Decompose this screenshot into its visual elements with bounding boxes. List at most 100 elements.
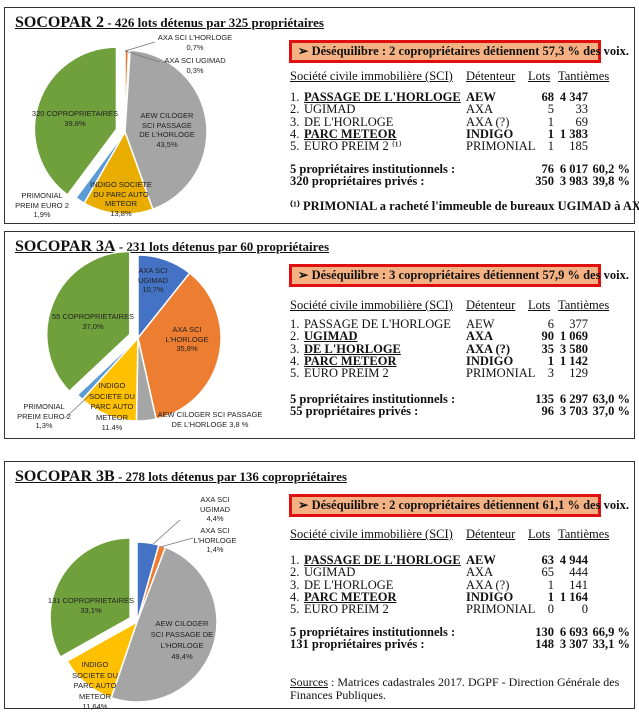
sci-name: DE L'HORLOGE bbox=[304, 577, 394, 592]
row-number: 5. bbox=[290, 139, 300, 154]
slice-label: INDIGO SOCIETE DU PARC AUTO METEOR 11,64% bbox=[71, 660, 119, 713]
table-row: 5. EURO PREIM 2 PRIMONIAL 3 129 bbox=[290, 366, 630, 381]
slice-pct: 3,8 % bbox=[229, 419, 249, 429]
slice-label: AXA SCI UGIMAD 4,4% bbox=[195, 495, 235, 524]
slice-name: AXA SCI L'HORLOGE bbox=[165, 325, 209, 344]
lots: 5 bbox=[547, 102, 554, 117]
slice-label: PRIMONIAL PREIM EURO 2 1,3% bbox=[15, 402, 73, 431]
holder: AXA bbox=[466, 102, 494, 117]
totals-row: 320 propriétaires privés : 350 3 983 39,8 % bbox=[290, 175, 630, 188]
tantiemes: 1 069 bbox=[559, 329, 588, 344]
slice-label: AXA SCI UGIMAD 0,3% bbox=[160, 56, 230, 75]
panel-title: SOCOPAR 3B - 278 lots détenus par 136 co… bbox=[15, 468, 347, 486]
tantiemes: 1 164 bbox=[559, 589, 588, 604]
holder: AXA bbox=[466, 565, 494, 580]
lots: 148 bbox=[535, 637, 554, 652]
holder: AEW bbox=[466, 317, 495, 331]
slice-pct: 37,0% bbox=[82, 321, 104, 331]
slice-pct: 4,4% bbox=[206, 514, 224, 523]
pie-chart bbox=[33, 41, 208, 215]
table-header: Société civile immobilière (SCI) Détenteu… bbox=[290, 70, 630, 84]
footnote: ⁽¹⁾ PRIMONIAL a racheté l'immeuble de bu… bbox=[290, 199, 639, 213]
tantiemes: 129 bbox=[569, 366, 588, 381]
slice-name: INDIGO SOCIETE DU PARC AUTO METEOR bbox=[89, 381, 135, 422]
row-number: 1. bbox=[290, 317, 300, 331]
sources: Sources : Matrices cadastrales 2017. DGP… bbox=[290, 676, 620, 702]
slice-name: AXA SCI L'HORLOGE bbox=[193, 526, 237, 545]
row-number: 1. bbox=[290, 90, 300, 104]
header-tan: Tantièmes bbox=[558, 69, 610, 83]
slice-pct: 11,64% bbox=[82, 702, 108, 711]
sci-name: UGIMAD bbox=[304, 329, 358, 344]
header-sci: Société civile immobilière (SCI) bbox=[290, 298, 453, 312]
totals-label: 55 propriétaires privés : bbox=[290, 404, 419, 419]
leader-line bbox=[64, 393, 92, 419]
table-row: 3. DE L'HORLOGE AXA (?) 1 141 bbox=[290, 577, 630, 592]
table-body: 1. PASSAGE DE L'HORLOGE AEW 6 377 2. UGIMAD AXA… bbox=[290, 317, 630, 381]
lots: 90 bbox=[541, 329, 555, 344]
lots: 96 bbox=[541, 404, 555, 419]
row-number: 3. bbox=[290, 577, 300, 592]
slice-label: AEW CILOGER SCI PASSAGE DE L'HORLOGE 43,5… bbox=[137, 111, 197, 149]
row-number: 3. bbox=[290, 114, 300, 129]
table-row: 4. PARC METEOR INDIGO 1 1 164 bbox=[290, 589, 630, 604]
table-row: 1. PASSAGE DE L'HORLOGE AEW 6 377 bbox=[290, 317, 630, 331]
row-number: 2. bbox=[290, 102, 300, 117]
lots: 135 bbox=[535, 392, 554, 406]
tantiemes: 3 580 bbox=[559, 341, 588, 356]
totals-row: 5 propriétaires institutionnels : 130 6 69… bbox=[290, 626, 630, 639]
header-tan: Tantièmes bbox=[558, 298, 610, 312]
tantiemes: 1 383 bbox=[559, 126, 588, 141]
slice-name: AEW CILOGER SCI PASSAGE DE L'HORLOGE bbox=[139, 111, 195, 139]
pie-slice bbox=[76, 337, 139, 401]
slice-label: INDIGO SOCIETE DU PARC AUTO METEOR 13,8% bbox=[90, 180, 152, 218]
totals-label: 5 propriétaires institutionnels : bbox=[290, 162, 456, 176]
table-body: 1. PASSAGE DE L'HORLOGE AEW 68 4 347 2. UGIMAD… bbox=[290, 90, 630, 154]
holder: AEW bbox=[466, 90, 496, 104]
slice-pct: 1,9% bbox=[33, 210, 51, 219]
table-row: 5. EURO PREIM 2 ⁽¹⁾ PRIMONIAL 1 185 bbox=[290, 139, 630, 154]
lots: 0 bbox=[547, 602, 554, 617]
header-sci: Société civile immobilière (SCI) bbox=[290, 69, 453, 83]
lots: 35 bbox=[541, 341, 555, 356]
table-body: 1. PASSAGE DE L'HORLOGE AEW 63 4 944 2. UGIMAD… bbox=[290, 553, 630, 617]
row-number: 4. bbox=[290, 353, 300, 368]
slice-name: PRIMONIAL PREIM EURO 2 bbox=[17, 402, 71, 421]
slice-label: INDIGO SOCIETE DU PARC AUTO METEOR 11.4% bbox=[89, 381, 135, 434]
holder: PRIMONIAL bbox=[466, 139, 536, 154]
totals-label: 5 propriétaires institutionnels : bbox=[290, 392, 456, 406]
totals-row: 55 propriétaires privés : 96 3 703 37,0 % bbox=[290, 404, 630, 419]
table-row: 2. UGIMAD AXA 5 33 bbox=[290, 102, 630, 117]
pie-chart bbox=[46, 250, 222, 422]
sci-name: PARC METEOR bbox=[304, 589, 397, 604]
panel-title: SOCOPAR 2 - 426 lots détenus par 325 pro… bbox=[15, 14, 324, 32]
sci-name: EURO PREIM 2 bbox=[304, 602, 389, 617]
tantiemes: 444 bbox=[569, 565, 588, 580]
table-row: 4. PARC METEOR INDIGO 1 1 383 bbox=[290, 126, 630, 141]
header-tan: Tantièmes bbox=[558, 527, 610, 541]
header-sci: Société civile immobilière (SCI) bbox=[290, 527, 453, 541]
table-row: 2. UGIMAD AXA 90 1 069 bbox=[290, 329, 630, 344]
panel-title: SOCOPAR 3A - 231 lots détenus par 60 pro… bbox=[15, 238, 329, 256]
tantiemes: 4 347 bbox=[559, 90, 588, 104]
sci-name: PARC METEOR bbox=[304, 353, 397, 368]
holder: AEW bbox=[466, 553, 496, 567]
lots: 1 bbox=[547, 114, 554, 129]
lots: 3 bbox=[547, 366, 554, 381]
slice-name: AEW CILOGER SCI PASSAGE DE L'HORLOGE bbox=[157, 410, 263, 429]
slice-pct: 0,7% bbox=[186, 42, 204, 52]
slice-pct: 13,8% bbox=[110, 208, 132, 218]
row-number: 3. bbox=[290, 341, 300, 356]
tantiemes: 6 017 bbox=[559, 162, 588, 176]
lots: 63 bbox=[541, 553, 555, 567]
pie-slice bbox=[46, 250, 131, 393]
slice-name: AXA SCI L'HORLOGE bbox=[157, 33, 233, 42]
leader-line bbox=[124, 50, 161, 63]
header-lots: Lots bbox=[528, 298, 551, 312]
holder: INDIGO bbox=[466, 353, 514, 368]
slice-label: 320 COPROPRIETAIRES 39,8% bbox=[23, 109, 127, 128]
holder: AXA (?) bbox=[466, 114, 510, 129]
pie-slice bbox=[124, 49, 208, 211]
slice-label: AXA SCI UGIMAD 10,7% bbox=[133, 266, 173, 295]
header-det: Détenteur bbox=[466, 527, 516, 541]
